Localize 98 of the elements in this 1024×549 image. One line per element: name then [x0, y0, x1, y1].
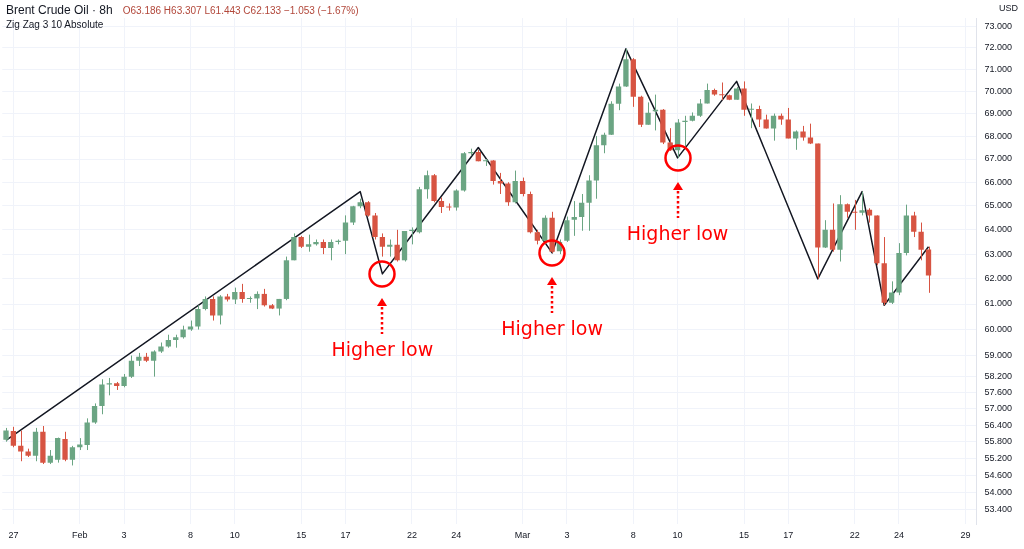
x-tick-label: 22: [406, 530, 417, 541]
candlestick: [372, 212, 378, 240]
y-tick-label: 71.000: [984, 63, 1012, 74]
candlestick: [748, 103, 755, 129]
y-tick-label: 70.000: [984, 85, 1012, 96]
y-axis-title: USD: [998, 3, 1018, 13]
annotation: Higher low: [501, 316, 603, 339]
y-tick-label: 57.600: [984, 387, 1012, 398]
candlestick: [379, 232, 386, 258]
candlestick: [387, 238, 393, 258]
candlestick: [150, 349, 157, 378]
candlestick: [10, 426, 17, 448]
candlestick: [209, 295, 216, 322]
candlestick: [852, 199, 858, 231]
y-tick-label: 55.800: [984, 436, 1012, 447]
candlestick: [822, 219, 828, 249]
candlestick: [91, 402, 98, 425]
y-tick-label: 62.000: [984, 273, 1012, 284]
x-tick-label: 22: [849, 530, 860, 541]
candlestick: [99, 378, 105, 415]
y-tick-label: 68.000: [984, 130, 1012, 141]
candlestick: [615, 83, 622, 111]
x-tick-label: Mar: [514, 530, 531, 541]
candlestick: [62, 431, 68, 462]
y-tick-label: 64.000: [984, 224, 1012, 235]
candlestick: [519, 177, 526, 197]
candlestick: [911, 211, 917, 238]
candlestick: [564, 216, 570, 243]
x-tick-label: 10: [229, 530, 240, 541]
candlestick: [246, 295, 253, 304]
y-tick-label: 63.000: [984, 248, 1012, 259]
candlestick: [84, 417, 90, 451]
y-tick-label: 58.200: [984, 371, 1012, 382]
x-tick-label: 8: [187, 530, 194, 541]
candlestick: [505, 181, 511, 207]
y-tick-label: 65.000: [984, 200, 1012, 211]
candlestick: [785, 107, 791, 139]
x-tick-label: 3: [564, 530, 570, 541]
x-tick-label: 15: [738, 530, 750, 541]
candlestick: [586, 174, 592, 232]
annotation: Higher low: [626, 221, 729, 244]
y-tick-label: 53.400: [984, 504, 1012, 515]
candlestick: [756, 105, 762, 128]
candlestick: [291, 232, 297, 261]
y-tick-label: 57.000: [984, 403, 1012, 414]
candlestick: [128, 355, 135, 379]
x-tick-label: 24: [893, 530, 904, 541]
candlestick: [571, 200, 577, 237]
candlestick: [888, 280, 895, 305]
x-tick-label: 10: [672, 530, 683, 541]
candlestick: [719, 82, 725, 101]
x-tick-label: 3: [121, 530, 127, 541]
text: O63.186 H63.307 L61.443 C62.133 −1.053 (−1.67%): [122, 5, 359, 16]
y-tick-label: 61.000: [984, 298, 1012, 309]
x-tick-label: 8: [630, 530, 636, 541]
candlestick: [394, 229, 400, 263]
y-tick-label: 66.000: [984, 176, 1012, 187]
candlestick: [69, 445, 76, 466]
candlestick: [446, 202, 452, 212]
x-tick-label: 15: [296, 530, 307, 541]
chart-subtitle: Zig Zag 3 10 Absolute: [6, 19, 104, 30]
x-tick-label: 27: [8, 530, 19, 541]
y-tick-label: 54.000: [984, 486, 1012, 497]
chart-title: Brent Crude Oil · 8h: [6, 3, 113, 17]
candlestick: [512, 170, 518, 204]
y-tick-label: 72.000: [984, 42, 1012, 53]
y-tick-label: 54.600: [984, 469, 1012, 480]
candlestick: [645, 101, 651, 126]
candlestick: [55, 437, 61, 464]
candlestick: [342, 214, 349, 255]
y-tick-label: 60.000: [984, 324, 1012, 335]
y-tick-label: 69.000: [984, 108, 1012, 119]
candlestick: [918, 222, 924, 261]
x-tick-label: Feb: [72, 530, 88, 541]
candlestick: [239, 283, 245, 304]
x-tick-label: 17: [783, 530, 794, 541]
candlestick: [770, 113, 777, 142]
x-tick-label: 29: [960, 530, 971, 541]
x-tick-label: 24: [451, 530, 462, 541]
candlestick: [195, 304, 201, 331]
candlestick: [490, 159, 496, 186]
candlestick: [741, 80, 747, 117]
annotation: Higher low: [331, 337, 434, 360]
candlestick: [328, 238, 334, 261]
y-tick-label: 73.000: [984, 20, 1012, 31]
y-tick-label: 55.200: [984, 452, 1012, 463]
candlestick: [859, 191, 865, 216]
y-tick-label: 59.000: [984, 350, 1012, 361]
x-tick-label: 17: [340, 530, 351, 541]
y-tick-label: 56.400: [984, 419, 1012, 430]
candlestick: [32, 427, 39, 462]
y-tick-label: 67.000: [984, 153, 1012, 164]
candlestick: [409, 226, 415, 245]
candlestick: [578, 193, 585, 232]
candlestick: [424, 170, 430, 200]
candlestick: [453, 188, 459, 212]
candlestick: [829, 202, 836, 253]
candlestick: [217, 294, 223, 325]
